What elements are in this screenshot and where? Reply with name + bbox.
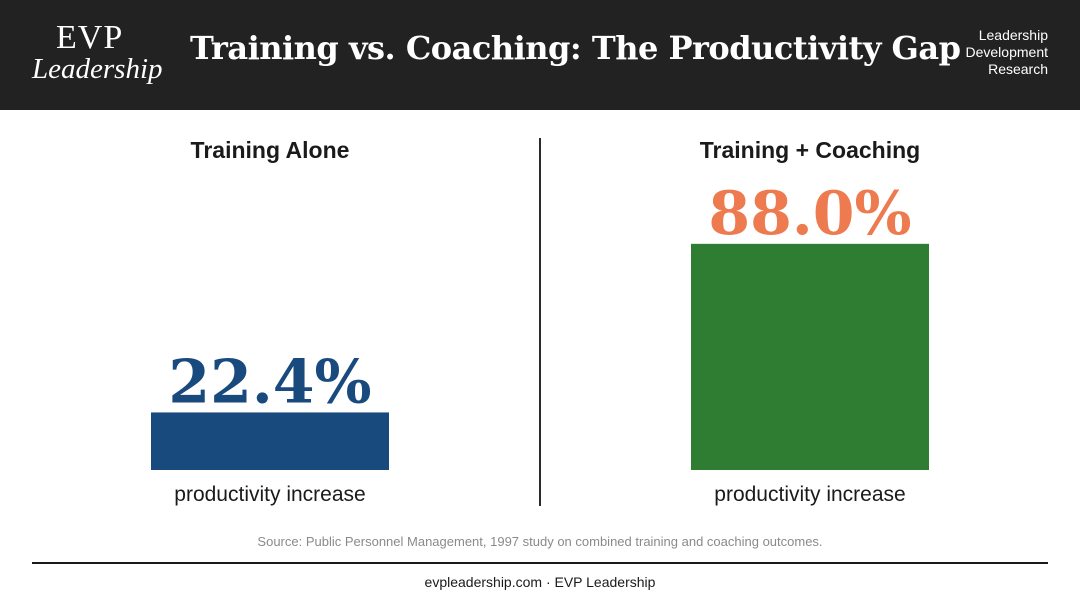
value-label: 22.4% <box>168 347 371 417</box>
chart-svg: Training Alone 22.4% productivity increase… <box>151 137 929 506</box>
footer-text: evpleadership.com · EVP Leadership <box>424 574 656 590</box>
header-tag-line: Research <box>988 61 1048 77</box>
header-tag: Leadership Development Research <box>918 27 1049 78</box>
category-label: Training Alone <box>191 137 350 163</box>
bar-sublabel: productivity increase <box>714 483 905 506</box>
productivity-chart: Training Alone 22.4% productivity increase… <box>0 110 1080 520</box>
bar-sublabel: productivity increase <box>174 483 365 506</box>
header-bar: EVP Leadership Training vs. Coaching: Th… <box>0 0 1080 110</box>
value-label: 88.0% <box>708 179 911 249</box>
category-label: Training + Coaching <box>700 137 920 163</box>
source-note: Source: Public Personnel Management, 199… <box>257 534 823 549</box>
header-tag-line: Leadership <box>978 27 1048 43</box>
logo-main-text: EVP <box>56 19 124 56</box>
page-title: Training vs. Coaching: The Productivity … <box>190 29 961 67</box>
header-tag-line: Development <box>965 44 1049 60</box>
logo-sub-text: Leadership <box>32 53 163 85</box>
bar <box>691 243 929 470</box>
bar <box>151 412 389 470</box>
panel-divider <box>539 138 541 506</box>
footer-rule <box>32 562 1048 564</box>
evp-logo: EVP Leadership <box>32 19 163 85</box>
